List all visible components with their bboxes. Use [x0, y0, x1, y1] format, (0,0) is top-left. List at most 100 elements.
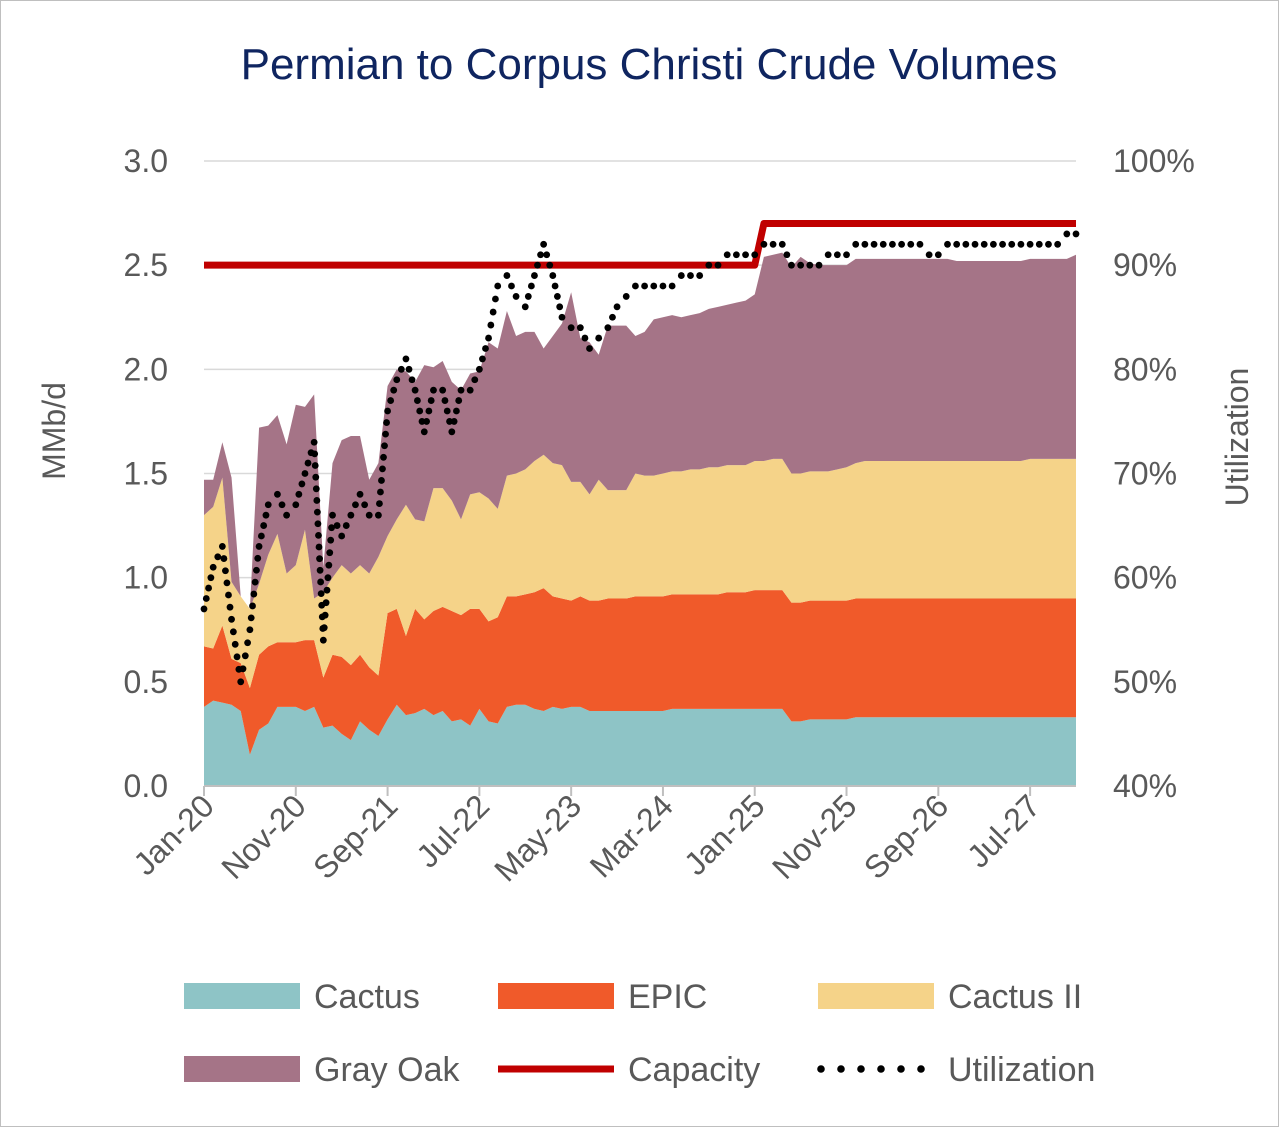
legend-swatch-utilization-dot [917, 1065, 925, 1073]
utilization-dot [1072, 230, 1080, 238]
utilization-dot [390, 386, 398, 394]
utilization-dot [553, 293, 561, 300]
utilization-dot [311, 462, 319, 469]
legend-label-epic: EPIC [628, 978, 707, 1016]
utilization-dot [916, 240, 924, 248]
utilization-dot [650, 282, 658, 290]
utilization-dot [430, 386, 437, 394]
utilization-dot [543, 251, 551, 259]
legend-swatch-epic [498, 983, 614, 1009]
utilization-dot [485, 334, 492, 342]
utilization-dot [705, 261, 713, 269]
chart-title: Permian to Corpus Christi Crude Volumes [241, 40, 1058, 89]
utilization-dot [999, 240, 1006, 248]
utilization-dot [361, 501, 369, 509]
utilization-dot [1008, 240, 1016, 248]
utilization-dot [315, 543, 323, 551]
utilization-dot [384, 407, 391, 415]
utilization-dot [879, 240, 887, 248]
utilization-dot [861, 240, 869, 248]
utilization-dot [723, 251, 731, 259]
utilization-dot [527, 282, 535, 290]
utilization-dot [427, 397, 435, 404]
utilization-dot [453, 407, 460, 415]
utilization-dot [971, 240, 979, 248]
y-tick-labels: 0.0 0.5 1.0 1.5 2.0 2.5 3.0 [124, 143, 168, 804]
utilization-dot [751, 251, 759, 259]
utilization-dot [274, 490, 281, 498]
utilization-dot [604, 324, 612, 332]
utilization-dot [278, 501, 286, 509]
utilization-dot [292, 501, 300, 509]
utilization-dot [315, 531, 322, 539]
x-tick-label: May-23 [487, 787, 588, 888]
utilization-dot [283, 511, 291, 519]
utilization-dot [613, 303, 621, 311]
utilization-dot [311, 450, 319, 458]
utilization-dot [310, 438, 318, 446]
y-tick-label: 1.5 [124, 456, 168, 492]
utilization-dot [439, 386, 447, 394]
y-tick-label: 0.0 [124, 768, 168, 804]
utilization-dot [824, 251, 832, 259]
utilization-dot [450, 418, 458, 425]
utilization-dot [251, 578, 259, 586]
x-tick-label: Nov-25 [765, 787, 863, 885]
stacked-areas [204, 252, 1076, 786]
utilization-dot [328, 524, 335, 532]
y2-tick-label: 100% [1113, 143, 1195, 179]
utilization-dot [225, 591, 232, 599]
utilization-dot [327, 536, 335, 544]
utilization-dot [531, 272, 538, 279]
utilization-dot [479, 355, 486, 363]
capacity-line [204, 220, 1076, 269]
utilization-dot [549, 272, 557, 279]
utilization-dot [314, 520, 322, 528]
utilization-dot [239, 665, 247, 673]
legend: Cactus EPIC Cactus II Gray Oak Capacity Utili… [184, 978, 1095, 1089]
area-cactus [204, 700, 1076, 786]
utilization-dot [797, 261, 805, 269]
utilization-dot [696, 272, 704, 279]
utilization-dot [218, 543, 226, 550]
utilization-dot [414, 397, 421, 404]
y2-tick-label: 90% [1113, 247, 1177, 283]
utilization-dot [320, 624, 328, 632]
utilization-dot [659, 282, 667, 290]
utilization-dot [393, 376, 401, 384]
utilization-dot [962, 240, 970, 248]
utilization-dot [521, 303, 529, 311]
utilization-dot [622, 293, 630, 300]
utilization-dot [325, 561, 333, 569]
utilization-dot [551, 282, 559, 290]
legend-label-capacity: Capacity [628, 1051, 760, 1089]
utilization-dot [333, 522, 341, 529]
utilization-dot [312, 485, 320, 493]
utilization-dot [769, 240, 777, 248]
utilization-dot [402, 355, 410, 363]
utilization-dot [380, 453, 387, 461]
utilization-dot [329, 511, 336, 519]
utilization-dot [324, 574, 332, 582]
utilization-dot [323, 586, 331, 594]
utilization-dot [220, 555, 228, 562]
legend-label-cactus-ii: Cactus II [948, 978, 1082, 1016]
utilization-dot [852, 240, 860, 248]
utilization-dot [347, 511, 355, 519]
utilization-dot [898, 240, 905, 248]
axes [203, 785, 1076, 796]
utilization-dot [989, 240, 997, 248]
utilization-dot [425, 407, 433, 415]
utilization-dot [732, 251, 740, 259]
y-tick-label: 2.0 [124, 351, 168, 387]
utilization-dot [489, 308, 497, 316]
utilization-dot [326, 549, 334, 557]
utilization-dot [379, 465, 386, 473]
utilization-dot [907, 240, 915, 248]
utilization-dot [202, 595, 210, 602]
utilization-dot [441, 397, 449, 404]
y2-tick-label: 70% [1113, 456, 1177, 492]
utilization-dot [1054, 240, 1062, 248]
